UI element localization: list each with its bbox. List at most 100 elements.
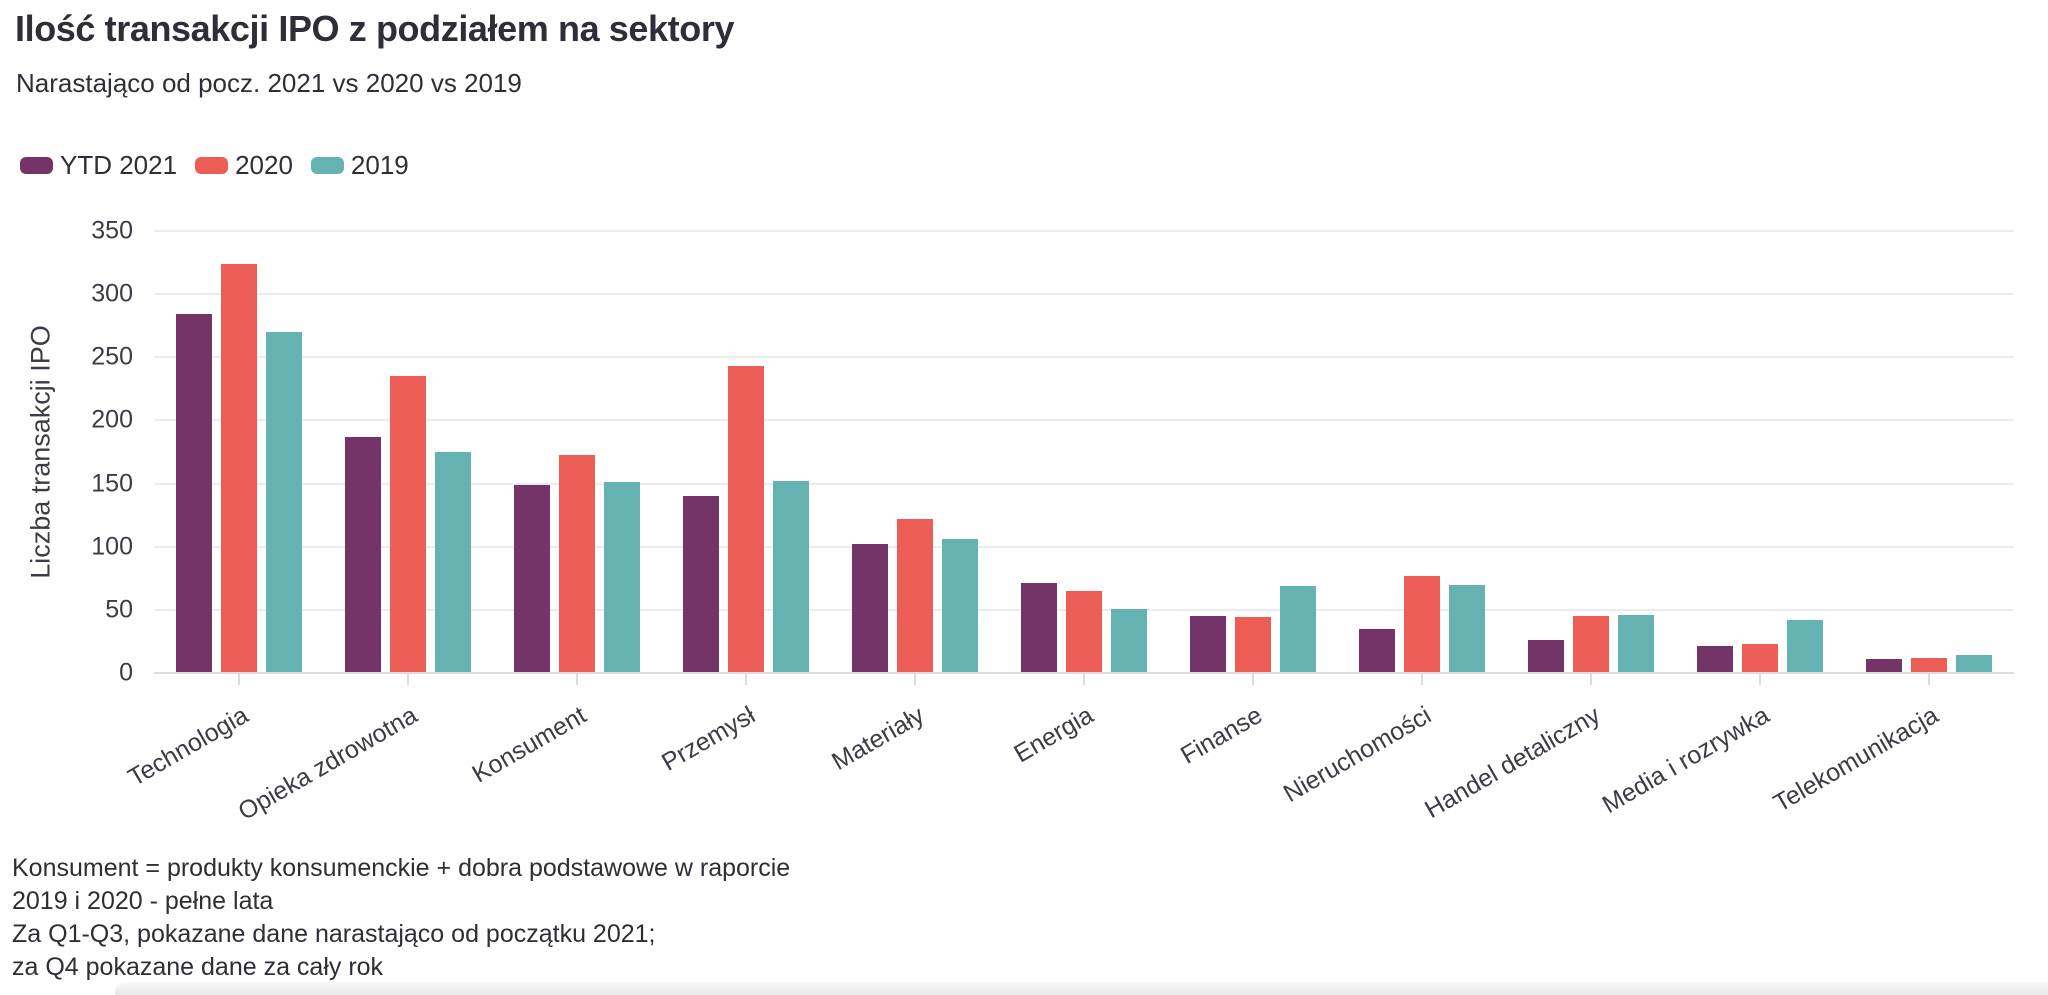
bar-2020 [1066,590,1103,673]
bar-ytd-2021 [344,436,381,673]
bar-2019 [1449,584,1486,673]
x-axis-tick [406,673,409,685]
legend-swatch-icon [310,157,344,174]
chart-footnotes: Konsument = produkty konsumenckie + dobr… [12,852,790,984]
bar-group-opieka-zdrowotna: Opieka zdrowotna [233,231,492,826]
y-tick-label-300: 300 [91,279,133,308]
legend-swatch-icon [20,157,53,174]
x-axis-tick [913,673,916,685]
y-axis-tick-labels: 0 50 100 150 200 250 300 350 [0,218,133,685]
x-axis-tick [1083,673,1086,685]
footnote-line: za Q4 pokazane dane za cały rok [12,953,384,981]
x-axis-tick [1252,673,1255,685]
bar-2020 [1911,657,1948,673]
x-axis-tick [1590,673,1593,685]
gridline-350 [154,230,2014,232]
bar-2020 [896,518,933,673]
chart-title: Ilość transakcji IPO z podziałem na sekt… [15,8,735,49]
x-axis-label: Energia [1009,701,1099,769]
legend-item-label: YTD 2021 [60,150,178,180]
bar-2019 [1787,619,1824,673]
footnote-line: Za Q1-Q3, pokazane dane narastająco od p… [12,920,656,948]
bar-group-finanse: Finanse [1169,231,1338,770]
x-axis-label: Materiały [827,701,929,776]
x-axis-tick [744,673,747,685]
y-tick-label-50: 50 [105,595,133,624]
bar-ytd-2021 [1866,659,1903,673]
chart-subtitle: Narastająco od pocz. 2021 vs 2020 vs 201… [16,68,522,98]
bar-2019 [265,332,302,673]
legend-item-ytd-2021[interactable]: YTD 2021 [20,150,177,181]
bar-2019 [772,481,809,673]
bar-ytd-2021 [513,484,550,673]
bar-ytd-2021 [1190,616,1227,673]
bar-2019 [434,452,471,673]
bar-ytd-2021 [1021,583,1058,673]
bar-2020 [1742,643,1779,673]
x-axis-tick [575,673,578,685]
x-axis-label: Technologia [122,701,253,792]
bottom-section-edge [115,982,2048,995]
bar-2019 [941,539,978,673]
bar-2020 [1235,617,1272,673]
y-tick-label-0: 0 [119,658,133,687]
footnote-line: 2019 i 2020 - pełne lata [12,887,274,915]
bar-group-energia: Energia [999,231,1168,768]
bar-ytd-2021 [682,496,719,673]
bar-2020 [1404,575,1441,673]
x-axis-label: Opieka zdrowotna [233,701,422,827]
x-axis-label: Media i rozrywka [1597,701,1775,820]
gridline-150 [154,482,2014,485]
bar-ytd-2021 [1528,640,1565,673]
plot-area: Technologia Opieka zdrowotna Konsument Prze… [123,230,2014,826]
legend-item-2019[interactable]: 2019 [310,150,409,181]
x-axis-tick [237,673,240,685]
bar-group-konsument: Konsument [467,231,661,788]
bar-ytd-2021 [851,544,888,673]
gridline-300 [154,293,2014,296]
bar-groups: Technologia Opieka zdrowotna Konsument Prze… [123,231,2014,826]
bar-group-telekomunikacja: Telekomunikacja [1769,231,2014,818]
bar-2020 [389,376,426,673]
bar-ytd-2021 [1359,628,1396,673]
bar-2019 [1618,614,1655,673]
bar-group-handel-detaliczny: Handel detaliczny [1420,231,1676,824]
x-axis-label: Konsument [467,701,591,789]
bar-group-media-i-rozrywka: Media i rozrywka [1598,231,1845,819]
bar-2019 [603,482,640,673]
y-tick-label-200: 200 [91,405,133,434]
x-axis-line [154,672,2014,674]
x-axis-label: Telekomunikacja [1769,701,1944,818]
y-tick-label-150: 150 [91,469,133,498]
x-axis-label: Finanse [1176,701,1268,770]
gridline-200 [154,419,2014,422]
x-axis-label: Nieruchomości [1279,701,1437,808]
bar-2020 [727,366,764,673]
legend-swatch-icon [195,157,229,174]
y-tick-label-100: 100 [91,532,133,561]
bar-2019 [1956,655,1993,673]
legend-item-label: 2019 [350,150,409,180]
footnote-line: Konsument = produkty konsumenckie + dobr… [12,854,791,882]
bar-group-nieruchomości: Nieruchomości [1279,231,1507,808]
bar-group-technologia: Technologia [123,231,323,792]
chart-legend: YTD 2021 2020 2019 [20,150,409,181]
x-axis-label: Handel detaliczny [1420,701,1606,824]
x-axis-tick [1421,673,1424,685]
gridline-250 [154,356,2014,359]
x-axis-tick [1759,673,1762,685]
bar-2019 [1111,608,1148,673]
x-axis-label: Przemysł [656,701,760,777]
bar-group-przemysł: Przemysł [657,231,830,777]
y-tick-label-350: 350 [91,216,133,245]
gridline-100 [154,545,2014,548]
bar-2019 [1280,585,1317,673]
legend-item-2020[interactable]: 2020 [195,150,293,181]
legend-item-label: 2020 [235,150,293,180]
bar-2020 [558,454,595,673]
bar-2020 [220,263,257,673]
bar-ytd-2021 [1697,646,1734,673]
x-axis-tick [1928,673,1931,685]
bar-group-materiały: Materiały [827,231,999,776]
